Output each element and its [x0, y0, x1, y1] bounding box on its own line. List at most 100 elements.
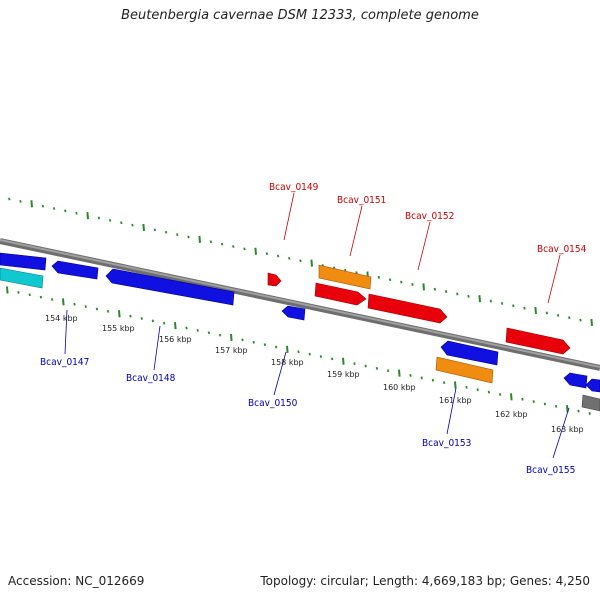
minor-tick: [489, 299, 493, 303]
minor-tick: [409, 374, 412, 377]
minor-tick: [187, 235, 190, 239]
minor-tick: [431, 378, 435, 382]
minor-tick: [467, 294, 470, 298]
minor-tick: [108, 218, 112, 222]
label-bcav-0154: Bcav_0154: [537, 244, 587, 255]
scale-label-160: 160 kbp: [383, 383, 416, 392]
major-tick: [286, 345, 289, 353]
minor-tick: [523, 306, 526, 310]
minor-tick: [375, 366, 379, 370]
minor-tick: [568, 316, 571, 320]
scale-label-161: 161 kbp: [439, 396, 472, 405]
minor-tick: [465, 385, 468, 389]
inner-tick-track: [6, 286, 600, 416]
minor-tick: [97, 216, 101, 220]
minor-tick: [176, 233, 179, 237]
major-tick: [478, 295, 481, 303]
minor-tick: [17, 290, 20, 294]
minor-tick: [364, 364, 367, 368]
feature-orange-2[interactable]: [435, 356, 494, 384]
major-tick: [422, 283, 425, 291]
minor-tick: [263, 343, 267, 347]
major-tick: [310, 259, 313, 267]
minor-tick: [532, 400, 535, 404]
minor-tick: [185, 326, 188, 330]
minor-tick: [164, 230, 168, 234]
gene-blue-right-1[interactable]: [563, 372, 588, 389]
minor-tick: [556, 313, 560, 317]
leader-bcav-0150: [273, 351, 287, 396]
minor-tick: [162, 321, 166, 325]
minor-tick: [288, 256, 291, 260]
minor-tick: [330, 357, 334, 361]
minor-tick: [543, 402, 547, 406]
minor-tick: [252, 340, 255, 344]
minor-tick: [73, 302, 76, 306]
minor-tick: [207, 331, 211, 335]
genome-summary-text: Topology: circular; Length: 4,669,183 bp…: [260, 574, 590, 588]
label-bcav-0147: Bcav_0147: [40, 357, 89, 368]
label-bcav-0153: Bcav_0153: [422, 438, 471, 449]
minor-tick: [498, 393, 502, 396]
major-tick: [254, 247, 257, 255]
gene-bcav-0152[interactable]: [367, 293, 448, 324]
minor-tick: [241, 338, 244, 342]
major-tick: [534, 307, 537, 315]
leader-bcav-0149: [283, 192, 295, 241]
minor-tick: [420, 376, 423, 380]
major-tick: [590, 318, 593, 327]
minor-tick: [411, 283, 414, 286]
gene-blue-left-edge[interactable]: [0, 252, 47, 271]
minor-tick: [41, 204, 45, 208]
minor-tick: [500, 302, 504, 305]
scale-label-157: 157 kbp: [215, 346, 248, 355]
minor-tick: [19, 199, 22, 203]
minor-tick: [554, 404, 558, 408]
accession-text: Accession: NC_012669: [8, 574, 145, 588]
minor-tick: [218, 333, 222, 337]
gene-bcav-0151[interactable]: [314, 282, 367, 306]
genome-backbone-highlight: [0, 239, 600, 368]
scale-label-154: 154 kbp: [45, 314, 78, 323]
minor-tick: [388, 278, 392, 282]
minor-tick: [84, 305, 87, 309]
leader-bcav-0147: [64, 309, 68, 355]
minor-tick: [442, 381, 446, 385]
minor-tick: [106, 309, 110, 313]
minor-tick: [52, 207, 56, 210]
minor-tick: [299, 259, 302, 263]
minor-tick: [243, 247, 246, 251]
minor-tick: [39, 295, 43, 299]
major-tick: [174, 322, 177, 330]
minor-tick: [28, 293, 31, 297]
gene-bcav-0147[interactable]: [51, 260, 99, 280]
minor-tick: [274, 345, 278, 349]
minor-tick: [8, 197, 11, 201]
feature-grey[interactable]: [581, 394, 600, 412]
gene-bcav-0149[interactable]: [267, 272, 282, 287]
outer-tick-track: [8, 197, 593, 327]
minor-tick: [220, 242, 224, 246]
gene-bcav-0153[interactable]: [440, 340, 499, 366]
minor-tick: [377, 275, 381, 279]
feature-orange-1[interactable]: [318, 264, 372, 290]
gene-bcav-0154[interactable]: [505, 327, 571, 355]
scale-label-155: 155 kbp: [102, 324, 135, 333]
gene-blue-right-2[interactable]: [585, 378, 600, 393]
gene-bcav-0148[interactable]: [105, 268, 235, 306]
minor-tick: [151, 319, 155, 323]
minor-tick: [433, 287, 437, 291]
feature-cyan[interactable]: [0, 267, 44, 289]
major-tick: [62, 298, 65, 306]
label-bcav-0155: Bcav_0155: [526, 465, 575, 476]
major-tick: [342, 357, 345, 365]
minor-tick: [131, 223, 134, 227]
minor-tick: [444, 290, 448, 294]
gene-bcav-0150[interactable]: [281, 305, 306, 321]
leader-bcav-0155: [552, 407, 570, 459]
minor-tick: [140, 317, 143, 320]
minor-tick: [308, 352, 311, 356]
minor-tick: [297, 350, 300, 354]
minor-tick: [521, 397, 524, 401]
